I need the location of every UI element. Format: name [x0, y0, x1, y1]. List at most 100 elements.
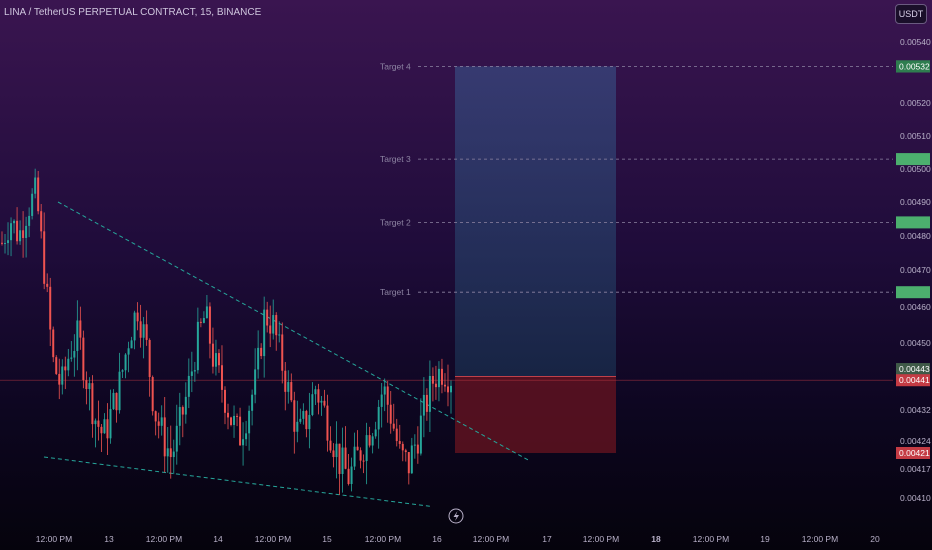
candle-body — [368, 435, 371, 446]
candle — [142, 316, 145, 359]
price-tag-label: 0.00441 — [899, 375, 930, 385]
candle — [377, 399, 380, 449]
candle — [94, 418, 97, 448]
candle-body — [178, 407, 181, 426]
target-label: Target 1 — [380, 287, 411, 297]
candle — [335, 421, 338, 479]
candle-body — [142, 324, 145, 338]
candle — [374, 421, 377, 439]
candle-body — [320, 400, 323, 403]
candle-body — [266, 309, 269, 326]
price-tag-bg — [896, 363, 930, 376]
candle-body — [422, 394, 425, 416]
candle-body — [13, 220, 16, 224]
candle — [199, 318, 202, 328]
candle-body — [58, 373, 61, 385]
x-tick-label: 12:00 PM — [36, 534, 72, 544]
candle — [211, 327, 214, 374]
candle-body — [440, 368, 443, 385]
candle — [368, 426, 371, 448]
candle-body — [115, 392, 118, 411]
candle — [82, 330, 85, 389]
candle — [52, 326, 55, 363]
y-tick-label: 0.00410 — [900, 493, 931, 503]
candle — [43, 212, 46, 290]
candle-body — [40, 211, 43, 232]
candle — [148, 338, 151, 397]
y-tick-label: 0.00510 — [900, 131, 931, 141]
candle — [64, 356, 67, 390]
candle — [118, 352, 121, 414]
candle-body — [296, 421, 299, 432]
target-price-marker — [896, 216, 930, 229]
price-tag-label: 0.00443 — [899, 364, 930, 374]
currency-button[interactable]: USDT — [895, 4, 927, 24]
candle-body — [163, 417, 166, 457]
candle-body — [395, 428, 398, 442]
target-line-1: Target 1 — [380, 286, 930, 299]
lightning-icon[interactable] — [448, 508, 464, 524]
candle — [193, 361, 196, 382]
candle — [79, 306, 82, 350]
candle-body — [263, 309, 266, 357]
candle-body — [112, 392, 115, 410]
trendline-upper — [57, 201, 531, 462]
candle — [181, 405, 184, 438]
candle-body — [392, 423, 395, 429]
profit-zone — [455, 66, 616, 377]
candle — [178, 392, 181, 446]
price-tag-label: 0.00421 — [899, 448, 930, 458]
candle-body — [284, 370, 287, 392]
candle-body — [308, 414, 311, 430]
candle-body — [205, 306, 208, 319]
candle-body — [443, 384, 446, 387]
candle-body — [49, 286, 52, 330]
candle-body — [88, 383, 91, 390]
price-tag-bg — [896, 60, 930, 73]
candle-body — [450, 385, 452, 393]
candle-body — [79, 320, 82, 338]
target-label: Target 4 — [380, 61, 411, 71]
candle — [404, 448, 407, 462]
candle-body — [172, 451, 175, 458]
candle-body — [73, 350, 76, 358]
target-price-marker — [896, 286, 930, 299]
price-tag: 0.00443 — [896, 363, 930, 376]
candle — [73, 334, 76, 377]
candle — [154, 410, 157, 436]
x-tick-label: 12:00 PM — [255, 534, 291, 544]
candle-body — [353, 446, 356, 467]
candle — [55, 355, 58, 376]
candle-body — [85, 380, 88, 390]
candle — [302, 403, 305, 425]
candle — [157, 412, 160, 439]
candle — [230, 416, 233, 427]
candle — [61, 359, 64, 395]
candle-body — [290, 382, 293, 401]
candle — [401, 441, 404, 462]
candle-body — [55, 357, 58, 374]
price-tag-bg — [896, 447, 930, 459]
candle-body — [260, 347, 263, 357]
candle — [10, 217, 13, 257]
candle — [329, 426, 332, 453]
candle-body — [233, 415, 236, 425]
candle-body — [335, 443, 338, 458]
candle — [103, 413, 106, 434]
candle-body — [404, 450, 407, 453]
candle — [163, 397, 166, 473]
candle-body — [413, 444, 416, 446]
candle-body — [220, 365, 223, 390]
candle — [220, 345, 223, 403]
candle — [190, 351, 193, 393]
target-line-2: Target 2 — [380, 216, 930, 229]
candle-body — [160, 417, 163, 426]
candle-body — [383, 386, 386, 395]
candle — [311, 382, 314, 417]
candle — [260, 343, 263, 360]
candle-body — [338, 443, 341, 474]
candle-body — [434, 383, 437, 388]
x-tick-label: 12:00 PM — [146, 534, 182, 544]
candle — [22, 211, 25, 258]
